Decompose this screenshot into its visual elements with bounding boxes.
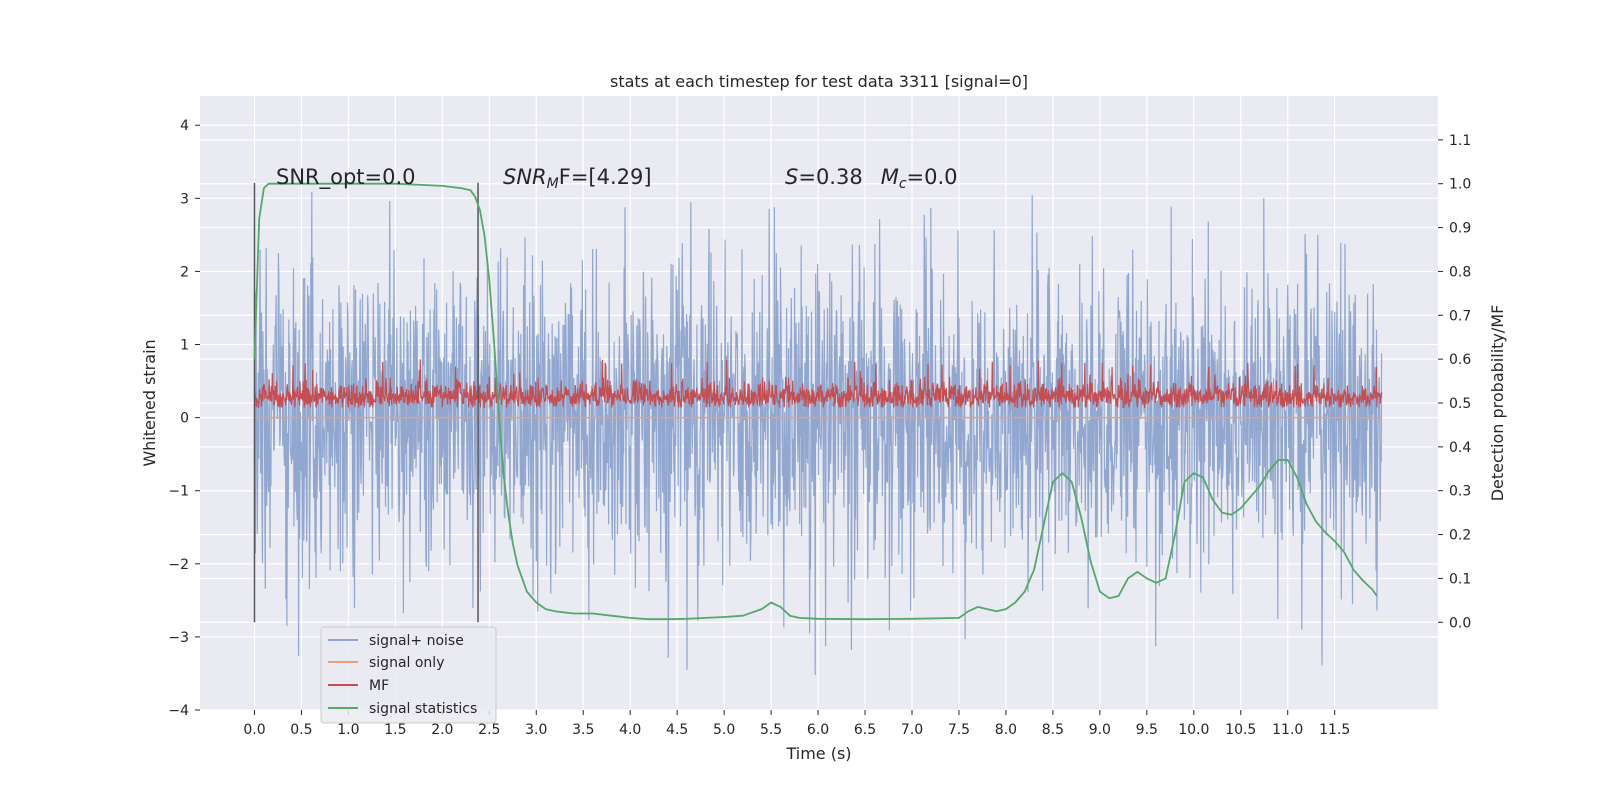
x-tick-label: 6.0 <box>807 722 829 738</box>
y-left-tick-label: 0 <box>180 411 189 427</box>
x-tick-label: 4.0 <box>619 722 641 738</box>
y-left-tick-label: 1 <box>180 338 189 354</box>
x-tick-label: 5.0 <box>713 722 735 738</box>
y-left-axis-ticks: 4 3 2 1 0 −1 −2 −3 −4 <box>168 118 200 719</box>
y-left-tick-label: −4 <box>168 703 189 719</box>
legend-label-signal-noise: signal+ noise <box>369 633 464 649</box>
x-tick-label: 10.0 <box>1178 722 1209 738</box>
y-right-tick-label: 0.9 <box>1449 221 1471 237</box>
series-line-mf <box>253 359 1383 408</box>
series-signal-statistics <box>253 182 1378 621</box>
y-right-tick-label: 0.6 <box>1449 352 1471 368</box>
x-tick-label: 1.0 <box>337 722 359 738</box>
x-axis-ticks: 0.0 0.5 1.0 1.5 2.0 2.5 3.0 3.5 4.0 4.5 5.0 5.5 6.0 6… <box>243 710 1350 738</box>
snr-mf-rest: F=[4.29] <box>559 165 652 189</box>
y-left-tick-label: −3 <box>168 630 189 646</box>
y-right-axis-ticks: 1.1 1.0 0.9 0.8 0.7 0.6 0.5 0.4 0.3 0.2 0.1 0.0 <box>1438 133 1471 631</box>
x-tick-label: 2.5 <box>478 722 500 738</box>
x-tick-label: 3.5 <box>572 722 594 738</box>
annotation-snr-mf: SNRMF=[4.29] <box>503 165 652 192</box>
series-mf <box>253 359 1383 408</box>
x-tick-label: 9.5 <box>1136 722 1158 738</box>
x-tick-label: 4.5 <box>666 722 688 738</box>
legend-label-signal-only: signal only <box>369 655 444 671</box>
y-right-tick-label: 0.7 <box>1449 308 1471 324</box>
x-tick-label: 8.5 <box>1042 722 1064 738</box>
s-value: =0.38 <box>798 165 862 189</box>
y-right-tick-label: 0.2 <box>1449 528 1471 544</box>
x-tick-label: 7.5 <box>948 722 970 738</box>
legend-label-mf: MF <box>369 678 389 694</box>
x-tick-label: 11.5 <box>1319 722 1350 738</box>
y-left-axis-label: Whitened strain <box>140 339 159 466</box>
vertical-markers <box>253 182 479 623</box>
x-tick-label: 11.0 <box>1272 722 1303 738</box>
legend: signal+ noise signal only MF signal stat… <box>320 626 497 724</box>
s-label: S <box>785 165 798 189</box>
y-left-tick-label: 4 <box>180 118 189 134</box>
y-left-tick-label: −2 <box>168 557 189 573</box>
snr-mf-sub: M <box>547 176 559 192</box>
series-line-signal-statistics <box>253 182 1378 621</box>
y-right-tick-label: 0.4 <box>1449 440 1471 456</box>
annotation-s-mc: S=0.38 Mc=0.0 <box>785 165 958 192</box>
x-tick-label: 8.0 <box>995 722 1017 738</box>
y-right-tick-label: 0.1 <box>1449 571 1471 587</box>
y-right-tick-label: 0.8 <box>1449 264 1471 280</box>
y-right-tick-label: 0.0 <box>1449 615 1471 631</box>
x-tick-label: 10.5 <box>1225 722 1256 738</box>
x-tick-label: 9.0 <box>1089 722 1111 738</box>
series-signal-noise <box>253 191 1383 676</box>
y-left-tick-label: 2 <box>180 264 189 280</box>
mc-sub: c <box>899 176 907 192</box>
legend-box <box>320 626 497 724</box>
mc-value: =0.0 <box>907 165 958 189</box>
x-tick-label: 3.0 <box>525 722 547 738</box>
x-axis-label: Time (s) <box>785 744 851 763</box>
x-tick-label: 5.5 <box>760 722 782 738</box>
x-tick-label: 0.0 <box>243 722 265 738</box>
x-tick-label: 1.5 <box>384 722 406 738</box>
annotation-snr-opt: SNR_opt=0.0 <box>276 165 416 190</box>
y-right-tick-label: 0.3 <box>1449 484 1471 500</box>
series-line-signal-noise <box>253 191 1383 676</box>
x-tick-label: 0.5 <box>290 722 312 738</box>
y-right-tick-label: 1.1 <box>1449 133 1471 149</box>
y-left-tick-label: 3 <box>180 191 189 207</box>
x-tick-label: 6.5 <box>854 722 876 738</box>
y-right-tick-label: 0.5 <box>1449 396 1471 412</box>
y-left-tick-label: −1 <box>168 484 189 500</box>
x-tick-label: 2.0 <box>431 722 453 738</box>
mc-label: M <box>881 165 899 189</box>
chart-title: stats at each timestep for test data 331… <box>610 72 1028 91</box>
y-right-tick-label: 1.0 <box>1449 177 1471 193</box>
y-right-axis-label: Detection probability/MF <box>1488 305 1507 502</box>
legend-label-signal-statistics: signal statistics <box>369 701 477 717</box>
x-tick-label: 7.0 <box>901 722 923 738</box>
snr-mf-label: SNR <box>503 165 547 189</box>
